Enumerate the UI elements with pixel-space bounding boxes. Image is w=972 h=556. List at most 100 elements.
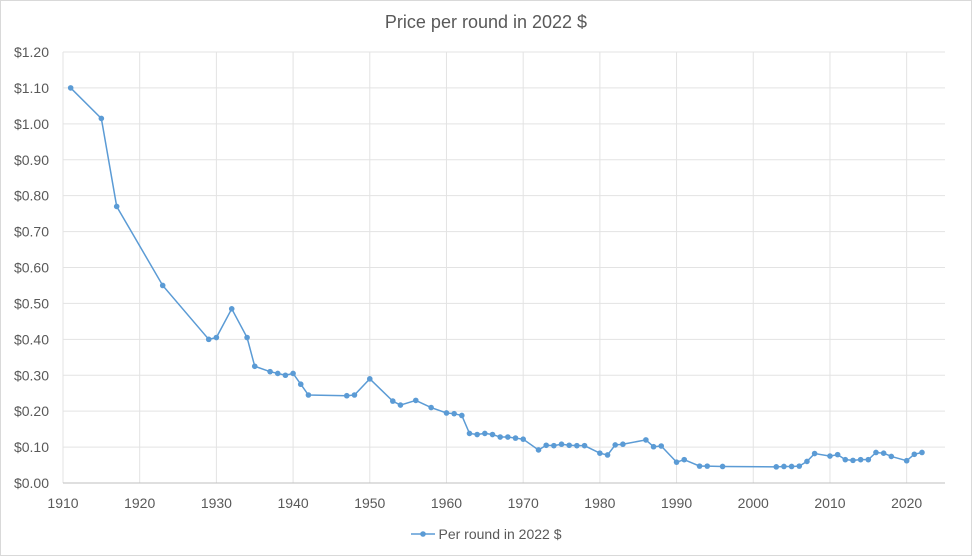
data-point	[681, 456, 688, 463]
data-point	[520, 436, 526, 442]
x-tick-label: 1960	[431, 495, 462, 511]
data-point	[911, 451, 918, 458]
y-axis-tick-labels: $0.00 $0.10 $0.20 $0.30 $0.40 $0.50 $0.60 $0.70…	[14, 44, 49, 491]
series-markers	[67, 85, 925, 470]
data-point	[228, 306, 235, 312]
data-point	[566, 442, 572, 449]
data-point	[673, 459, 680, 465]
data-point	[282, 372, 289, 379]
data-point	[98, 115, 105, 122]
data-point	[850, 457, 856, 464]
data-point	[574, 442, 580, 449]
data-point	[451, 410, 457, 417]
data-point	[366, 376, 373, 382]
data-point	[113, 203, 120, 210]
data-point	[880, 450, 887, 456]
data-point	[290, 370, 296, 377]
data-point	[213, 334, 220, 341]
y-tick-label: $0.90	[14, 152, 49, 168]
y-tick-label: $1.10	[14, 80, 49, 96]
data-point	[857, 456, 864, 463]
legend-label: Per round in 2022 $	[438, 526, 562, 542]
data-point	[351, 392, 358, 398]
data-point	[919, 449, 925, 456]
data-point	[842, 456, 849, 463]
data-point	[505, 434, 511, 440]
data-point	[67, 85, 74, 91]
y-tick-label: $0.80	[14, 188, 49, 204]
x-tick-label: 1940	[278, 495, 309, 511]
data-point	[474, 431, 480, 438]
y-tick-label: $1.20	[14, 44, 49, 60]
data-point	[543, 442, 549, 449]
data-point	[650, 443, 657, 450]
y-tick-label: $1.00	[14, 116, 49, 132]
data-point	[397, 402, 404, 408]
data-point	[512, 435, 519, 441]
data-point	[781, 463, 787, 470]
x-tick-label: 1990	[661, 495, 692, 511]
data-point	[903, 457, 910, 464]
data-point	[796, 463, 803, 469]
data-point	[466, 430, 473, 437]
data-point	[482, 430, 488, 437]
data-point	[489, 431, 496, 438]
data-point	[658, 443, 665, 449]
x-tick-label: 1910	[47, 495, 78, 511]
y-tick-label: $0.50	[14, 295, 49, 311]
data-point	[443, 410, 450, 416]
data-point	[459, 412, 465, 419]
y-tick-label: $0.00	[14, 475, 49, 491]
x-tick-label: 1970	[508, 495, 539, 511]
data-point	[413, 397, 419, 404]
data-point	[267, 368, 273, 375]
data-point	[604, 452, 611, 458]
data-point	[804, 458, 810, 465]
data-point	[159, 282, 166, 289]
x-tick-label: 2020	[891, 495, 922, 511]
legend: Per round in 2022 $	[0, 526, 972, 542]
data-point	[873, 449, 879, 456]
data-point	[888, 453, 895, 460]
x-tick-label: 1920	[124, 495, 155, 511]
y-tick-label: $0.70	[14, 224, 49, 240]
y-tick-label: $0.10	[14, 439, 49, 455]
data-point	[251, 363, 258, 370]
y-tick-label: $0.20	[14, 403, 49, 419]
data-point	[558, 441, 565, 448]
data-point	[827, 453, 833, 459]
data-point	[612, 442, 619, 448]
data-point	[788, 463, 795, 470]
y-tick-label: $0.30	[14, 367, 49, 383]
x-tick-label: 1950	[354, 495, 385, 511]
data-point	[811, 450, 818, 457]
data-point	[597, 450, 603, 456]
legend-marker-icon	[410, 531, 435, 537]
x-tick-label: 1980	[584, 495, 615, 511]
y-tick-label: $0.40	[14, 331, 49, 347]
data-point	[274, 370, 281, 377]
data-point	[773, 464, 780, 470]
data-point	[704, 463, 711, 469]
data-point	[535, 447, 542, 453]
data-point	[834, 451, 841, 458]
series-line	[70, 87, 923, 468]
data-point	[696, 463, 703, 469]
data-point	[551, 442, 557, 449]
y-tick-label: $0.60	[14, 260, 49, 276]
horizontal-gridlines	[63, 51, 945, 484]
data-point	[497, 434, 503, 440]
data-point	[719, 463, 726, 470]
chart-title: Price per round in 2022 $	[384, 12, 588, 32]
x-tick-label: 2000	[738, 495, 769, 511]
data-point	[581, 442, 588, 449]
data-point	[865, 456, 872, 463]
data-point	[620, 441, 626, 448]
data-point	[244, 334, 250, 341]
x-tick-label: 1930	[201, 495, 232, 511]
data-point	[205, 336, 212, 343]
data-point	[297, 381, 304, 388]
data-point	[643, 437, 649, 443]
